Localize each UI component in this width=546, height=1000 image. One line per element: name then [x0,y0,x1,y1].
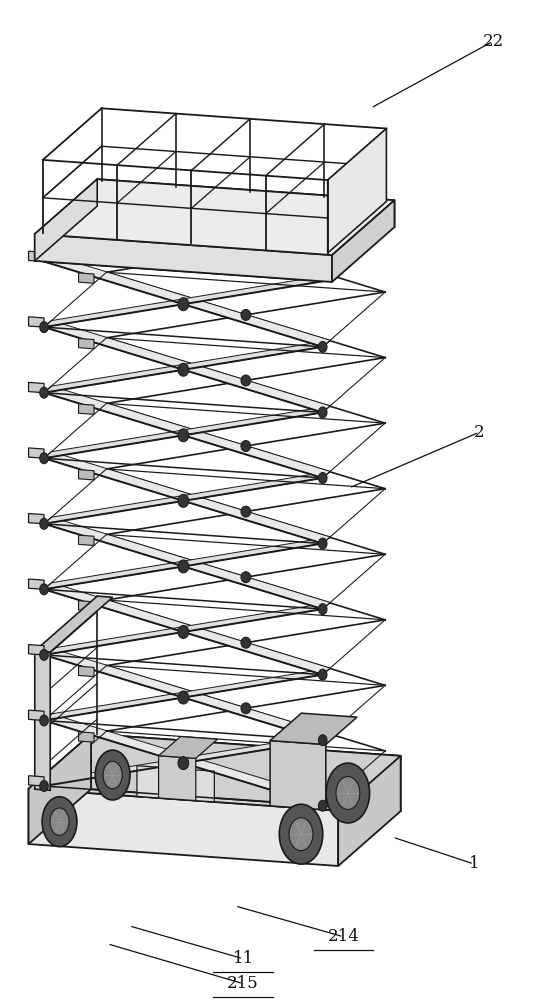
Polygon shape [44,714,330,806]
Polygon shape [137,766,215,802]
Polygon shape [91,734,401,811]
Polygon shape [28,710,44,720]
Ellipse shape [318,669,327,680]
Ellipse shape [50,808,69,835]
Polygon shape [44,583,330,675]
Text: 215: 215 [227,975,259,992]
Ellipse shape [318,735,327,746]
Polygon shape [44,537,330,589]
Polygon shape [79,535,94,545]
Ellipse shape [241,506,251,517]
Polygon shape [270,713,357,745]
Ellipse shape [241,375,251,386]
Ellipse shape [178,626,189,638]
Polygon shape [44,648,330,740]
Polygon shape [44,406,330,458]
Polygon shape [28,734,91,844]
Polygon shape [79,666,94,677]
Polygon shape [28,382,44,393]
Text: 22: 22 [482,33,503,50]
Ellipse shape [178,691,189,704]
Polygon shape [97,179,394,227]
Ellipse shape [42,797,77,847]
Ellipse shape [40,715,49,726]
Polygon shape [44,734,330,786]
Polygon shape [28,251,44,262]
Polygon shape [28,448,44,458]
Polygon shape [44,603,330,655]
Ellipse shape [40,518,49,529]
Ellipse shape [178,429,189,442]
Polygon shape [28,789,338,866]
Polygon shape [328,129,387,253]
Ellipse shape [318,604,327,615]
Polygon shape [44,275,330,327]
Polygon shape [44,452,330,544]
Polygon shape [79,470,94,480]
Polygon shape [28,317,44,327]
Text: 214: 214 [328,928,360,945]
Ellipse shape [318,800,327,811]
Ellipse shape [40,322,49,333]
Ellipse shape [318,407,327,418]
Ellipse shape [40,649,49,660]
Text: 11: 11 [233,950,254,967]
Ellipse shape [318,341,327,352]
Polygon shape [79,338,94,349]
Polygon shape [28,734,401,811]
Polygon shape [44,517,330,609]
Polygon shape [44,321,330,412]
Ellipse shape [103,761,122,789]
Ellipse shape [40,781,49,791]
Polygon shape [79,732,94,742]
Ellipse shape [40,453,49,464]
Polygon shape [28,776,44,786]
Polygon shape [158,756,196,801]
Polygon shape [79,404,94,414]
Polygon shape [44,386,330,478]
Polygon shape [44,668,330,720]
Ellipse shape [178,494,189,507]
Ellipse shape [40,584,49,595]
Polygon shape [28,645,44,655]
Ellipse shape [289,818,313,851]
Ellipse shape [95,750,130,800]
Text: 2: 2 [474,424,485,441]
Polygon shape [44,340,330,393]
Polygon shape [332,200,394,282]
Polygon shape [28,579,44,589]
Polygon shape [35,179,394,255]
Polygon shape [79,601,94,611]
Text: 1: 1 [468,855,479,872]
Polygon shape [44,255,330,347]
Ellipse shape [241,572,251,583]
Polygon shape [338,756,401,866]
Polygon shape [158,737,218,758]
Ellipse shape [178,363,189,376]
Ellipse shape [178,757,189,770]
Ellipse shape [241,637,251,648]
Ellipse shape [178,298,189,311]
Ellipse shape [318,472,327,483]
Ellipse shape [318,538,327,549]
Ellipse shape [241,441,251,452]
Polygon shape [270,741,326,810]
Ellipse shape [241,244,251,255]
Polygon shape [35,596,112,652]
Polygon shape [28,513,44,524]
Ellipse shape [178,560,189,573]
Polygon shape [44,471,330,524]
Ellipse shape [280,804,323,864]
Ellipse shape [241,703,251,714]
Ellipse shape [241,309,251,320]
Polygon shape [35,234,332,282]
Ellipse shape [336,777,360,809]
Ellipse shape [40,387,49,398]
Polygon shape [79,273,94,283]
Polygon shape [79,207,94,218]
Polygon shape [35,651,50,790]
Polygon shape [35,179,97,261]
Ellipse shape [326,763,370,823]
